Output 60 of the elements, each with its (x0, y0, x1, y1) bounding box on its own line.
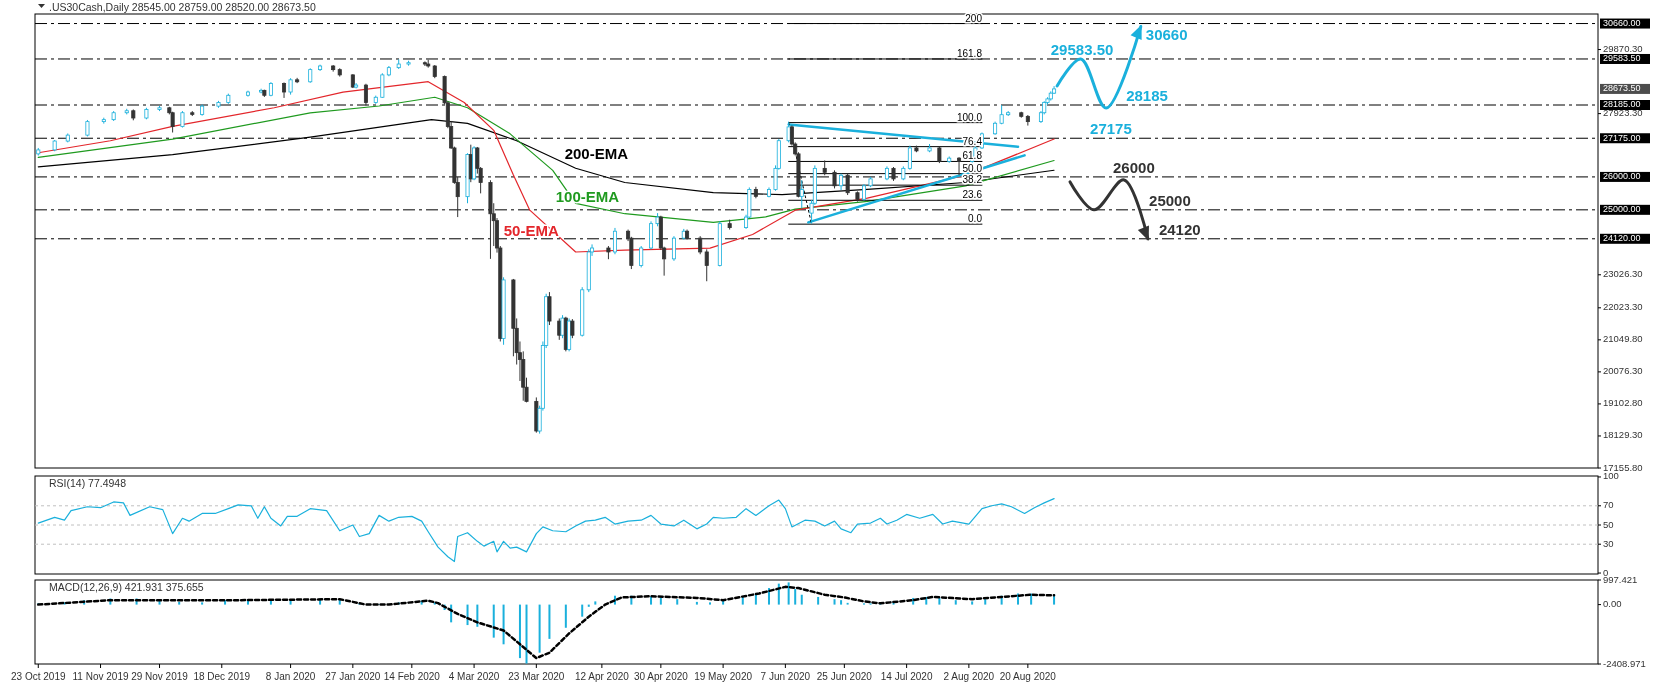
series-label: 23.6 (962, 189, 983, 201)
series-label: 100.0 (956, 111, 983, 123)
y-tick-label: 19102.80 (1603, 397, 1643, 409)
annotation: 26000 (1113, 158, 1155, 176)
chart-title: RSI(14) 77.4948 (49, 477, 127, 489)
ref-line-label: 25000.00 (1603, 204, 1641, 215)
y-tick-label: 20076.30 (1603, 365, 1643, 377)
x-tick-label: 2 Aug 2020 (943, 671, 995, 682)
series-label: 200-EMA (564, 145, 629, 163)
x-tick-label: 29 Nov 2019 (131, 671, 189, 682)
y-tick-label: -2408.971 (1603, 657, 1646, 669)
y-tick-label: 18129.30 (1603, 429, 1643, 441)
y-tick-label: 0 (1603, 566, 1609, 578)
x-tick-label: 20 Aug 2020 (999, 671, 1057, 682)
x-tick-label: 23 Mar 2020 (508, 671, 565, 682)
x-tick-label: 27 Jan 2020 (325, 671, 381, 682)
ref-line-label: 26000.00 (1603, 171, 1641, 182)
y-tick-label: 29870.30 (1603, 43, 1643, 55)
annotation: 30660 (1145, 25, 1188, 43)
chart-title: .US30Cash,Daily 28545.00 28759.00 28520.00 28673.50 (49, 1, 316, 13)
y-tick-label: 21049.80 (1603, 333, 1643, 345)
series-label: 0.0 (968, 213, 983, 225)
ref-line-label: 30660.00 (1603, 17, 1641, 28)
y-tick-label: 30 (1603, 537, 1614, 549)
series-label: 161.8 (956, 47, 983, 59)
x-tick-label: 7 Jun 2020 (760, 671, 811, 682)
x-tick-label: 14 Jul 2020 (880, 671, 933, 682)
text: 28673.50 (1603, 83, 1641, 94)
annotation: 28185 (1126, 87, 1168, 104)
ref-line-label: 27175.00 (1603, 132, 1641, 143)
annotation: 25000 (1149, 191, 1191, 209)
x-tick-label: 11 Nov 2019 (72, 671, 129, 682)
y-tick-label: 17155.80 (1603, 461, 1643, 473)
x-tick-label: 8 Jan 2020 (265, 671, 316, 682)
annotation: 24120 (1158, 220, 1201, 238)
x-tick-label: 19 May 2020 (694, 671, 753, 682)
x-tick-label: 4 Mar 2020 (448, 671, 500, 682)
y-tick-label: 70 (1603, 499, 1614, 511)
x-tick-label: 14 Feb 2020 (383, 671, 441, 682)
series-label: 61.8 (962, 150, 983, 162)
y-tick-label: 27923.30 (1603, 107, 1643, 119)
x-tick-label: 25 Jun 2020 (816, 671, 873, 682)
y-tick-label: 22023.30 (1603, 301, 1643, 313)
annotation: 29583.50 (1050, 40, 1114, 58)
chart-title: MACD(12,26,9) 421.931 375.655 (49, 581, 204, 593)
annotation: 27175 (1090, 120, 1132, 138)
y-tick-label: 50 (1603, 518, 1614, 530)
x-tick-label: 12 Apr 2020 (574, 671, 630, 682)
series-label: 50.0 (962, 162, 983, 174)
x-tick-label: 30 Apr 2020 (633, 671, 689, 682)
y-tick-label: 100 (1603, 470, 1619, 482)
series-label: 200 (965, 12, 983, 24)
ref-line-label: 28185.00 (1603, 99, 1641, 110)
x-tick-label: 18 Dec 2019 (193, 671, 251, 682)
x-tick-label: 23 Oct 2019 (11, 671, 66, 682)
y-tick-label: 23026.30 (1603, 268, 1643, 280)
y-tick-label: 0.00 (1603, 598, 1622, 610)
ref-line-label: 29583.50 (1603, 53, 1641, 64)
series-label: 76.4 (962, 135, 983, 147)
ref-line-label: 24120.00 (1603, 233, 1641, 244)
